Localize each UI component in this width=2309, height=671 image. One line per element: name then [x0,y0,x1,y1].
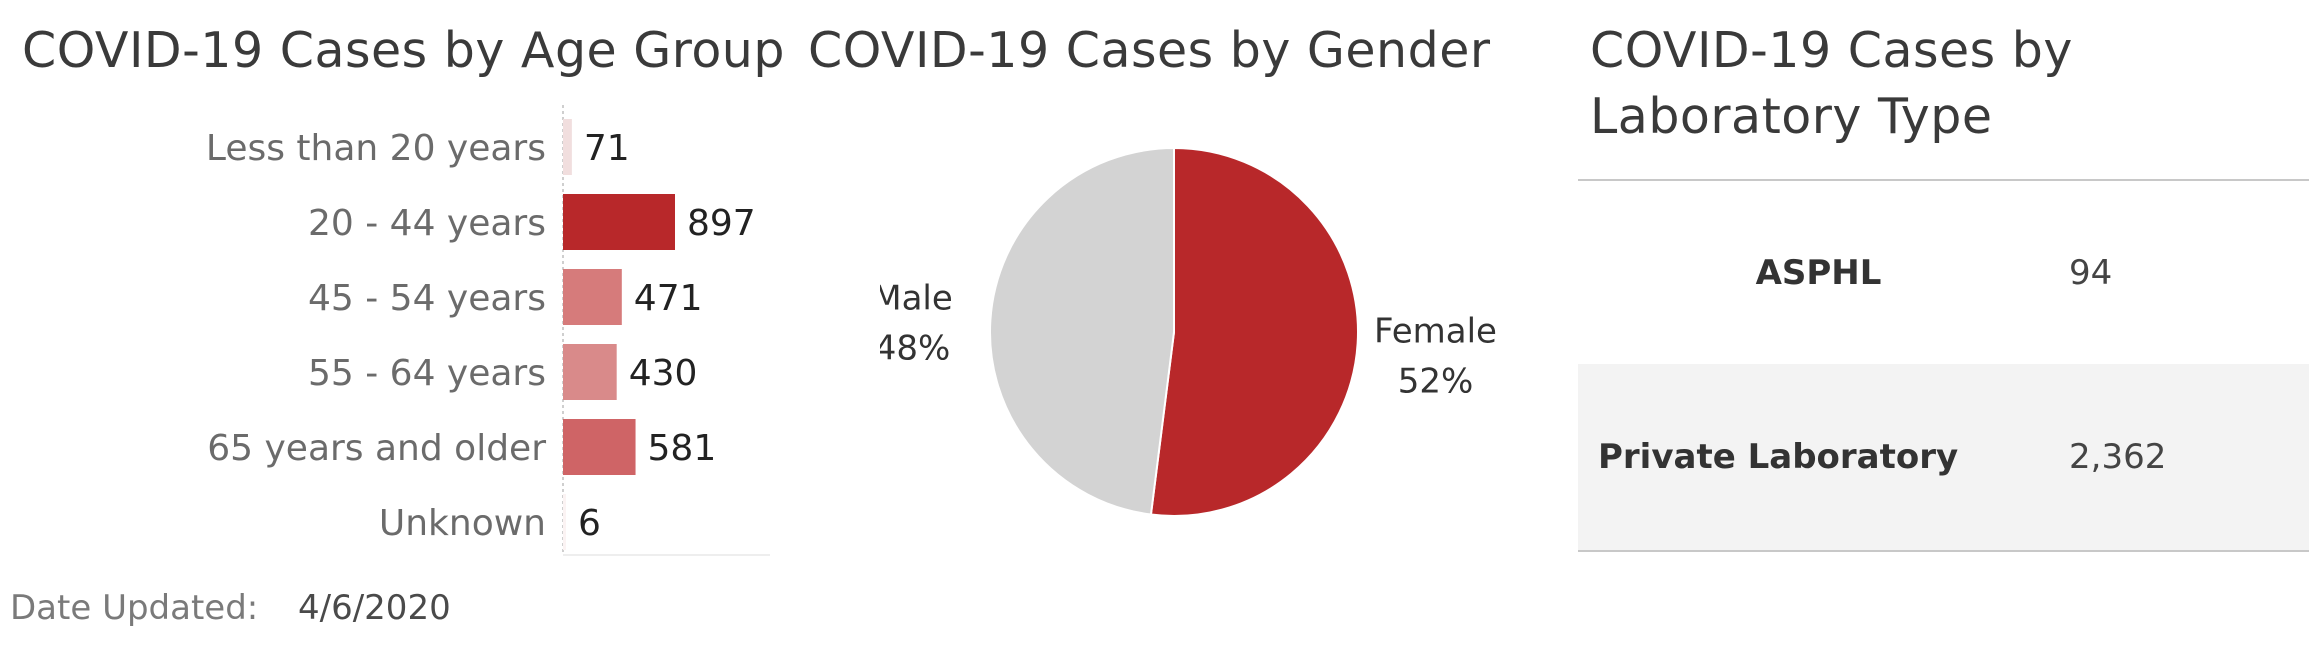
lab-count-cell: 2,362 [2069,437,2167,477]
value-label: 897 [687,203,756,244]
category-label: Unknown [379,503,546,544]
category-label: Less than 20 years [206,128,546,169]
value-label: 71 [584,128,630,169]
gender-chart-title: COVID-19 Cases by Gender [808,22,1491,79]
pie-slice[interactable] [1149,146,1360,517]
date-updated-label: Date Updated: [10,588,259,628]
slice-percent-label: 52% [1398,361,1474,401]
lab-type-cell: Private Laboratory [1598,437,1959,477]
bar[interactable] [563,419,636,475]
bar[interactable] [563,119,572,175]
value-label: 581 [648,428,717,469]
lab-count-cell: 94 [2069,252,2113,293]
lab-type-table: ASPHL 94 Private Laboratory 2,362 [1578,179,2309,552]
pie-slice[interactable] [989,146,1175,516]
bar[interactable] [563,494,566,550]
category-label: 20 - 44 years [308,203,546,244]
value-label: 6 [578,503,601,544]
table-row[interactable]: Private Laboratory 2,362 [1578,364,2309,550]
slice-name-label: Male [880,279,953,319]
bar[interactable] [563,269,622,325]
lab-table-title: COVID-19 Cases by Laboratory Type [1590,22,2073,145]
slice-percent-label: 48% [880,329,950,369]
age-bar-chart: Less than 20 years 71 20 - 44 years 897 45 -… [206,105,770,556]
bar[interactable] [563,344,617,400]
table-row[interactable]: ASPHL 94 [1578,181,2309,364]
bar[interactable] [563,194,675,250]
lab-type-cell: ASPHL [1755,252,1882,293]
category-label: 65 years and older [207,428,546,469]
category-label: 55 - 64 years [308,353,546,394]
value-label: 430 [629,353,698,394]
slice-name-label: Female [1374,311,1497,351]
value-label: 471 [634,278,703,319]
date-updated-value: 4/6/2020 [298,588,451,628]
category-label: 45 - 54 years [308,278,546,319]
gender-pie-chart: Female 52% Male 48% [880,146,1497,517]
age-chart-title: COVID-19 Cases by Age Group [22,22,785,79]
